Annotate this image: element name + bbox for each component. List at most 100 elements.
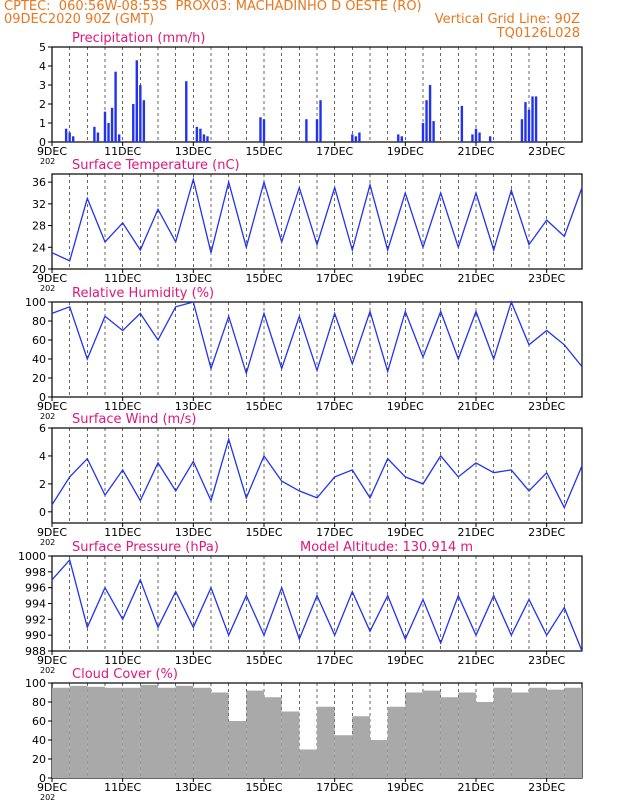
temp-xtick-label: 21DEC — [457, 272, 494, 285]
precip-bar — [114, 71, 117, 142]
temp-series-line — [51, 176, 583, 262]
rh-ytick-label: 40 — [32, 353, 46, 366]
wind-series-line — [51, 436, 583, 510]
precip-bar — [397, 134, 400, 142]
rh-xtick-label: 13DEC — [175, 400, 212, 413]
cloud-bar — [546, 689, 565, 778]
temp-ytick-label: 20 — [32, 263, 46, 276]
wind-ytick-label: 4 — [39, 450, 46, 463]
cloud-xtick-label: 15DEC — [245, 781, 282, 794]
rh-ytick-label: 0 — [39, 391, 46, 404]
cloud-bar — [140, 684, 158, 778]
rh-ytick-label: 60 — [32, 334, 46, 347]
precip-bar — [64, 128, 68, 142]
precip-bar — [93, 126, 96, 142]
cloud-bar — [264, 697, 282, 778]
cloud-bar — [458, 692, 476, 778]
pres-ytick-label: 988 — [25, 645, 46, 658]
rh-xtick-label: 11DEC — [104, 400, 141, 413]
rh-ytick-label: 80 — [32, 315, 46, 328]
precip-bar — [135, 60, 138, 142]
pres-ytick-label: 1000 — [18, 550, 46, 563]
cloud-title: Cloud Cover (%) — [72, 667, 178, 682]
precip-bar — [139, 85, 142, 142]
cloud-bar — [529, 687, 547, 778]
rh-xtick-sub: 202 — [40, 412, 55, 421]
cloud-bar — [122, 687, 141, 778]
pres-xtick-label: 15DEC — [245, 654, 282, 667]
precip-bar — [202, 134, 206, 142]
header-grid-note: Vertical Grid Line: 90Z — [434, 12, 580, 27]
pres-xtick-label: 17DEC — [316, 654, 353, 667]
rh-xtick-label: 23DEC — [528, 400, 565, 413]
cloud-xtick-label: 13DEC — [175, 781, 212, 794]
precip-bar — [96, 132, 100, 142]
pres-series-line — [51, 558, 583, 652]
temp-ytick-label: 32 — [32, 198, 46, 211]
precip-ytick-label: 5 — [39, 41, 46, 54]
wind-xtick-label: 13DEC — [175, 526, 212, 539]
pres-xtick-label: 21DEC — [457, 654, 494, 667]
precip-bar — [259, 117, 262, 142]
temp-xtick-label: 11DEC — [104, 272, 141, 285]
precip-xtick-label: 11DEC — [104, 145, 141, 158]
cloud-bar — [69, 685, 88, 778]
cloud-xtick-label: 9DEC — [37, 781, 67, 794]
cloud-bar — [352, 716, 370, 778]
precip-bar — [425, 100, 428, 142]
precip-xtick-sub: 202 — [40, 157, 55, 166]
precip-bar — [531, 96, 534, 142]
cloud-bar — [246, 690, 264, 778]
cloud-bar — [158, 687, 176, 778]
precip-ytick-label: 0 — [39, 136, 46, 149]
cloud-bar — [87, 686, 105, 778]
wind-xtick-label: 11DEC — [104, 526, 141, 539]
precip-bar — [478, 132, 481, 142]
rh-ytick-label: 20 — [32, 372, 46, 385]
precip-ytick-label: 4 — [39, 60, 46, 73]
cloud-ytick-label: 100 — [25, 677, 46, 690]
rh-xtick-label: 15DEC — [245, 400, 282, 413]
cloud-ytick-label: 20 — [32, 753, 46, 766]
precip-ytick-label: 3 — [39, 79, 46, 92]
cloud-xtick-label: 21DEC — [457, 781, 494, 794]
precip-bar — [354, 136, 358, 142]
temp-xtick-label: 15DEC — [245, 272, 282, 285]
precip-bar — [68, 132, 71, 142]
temp-ytick-label: 24 — [32, 241, 46, 254]
cloud-bar — [175, 685, 194, 778]
precip-xtick-label: 13DEC — [175, 145, 212, 158]
precip-bar — [534, 96, 538, 142]
cloud-bar — [564, 687, 582, 778]
header-line1: CPTEC: 060:56W-08:53S PROX03: MACHADINHO… — [4, 0, 422, 14]
pres-ytick-label: 994 — [25, 598, 46, 611]
precip-bar — [185, 81, 188, 142]
cloud-bar — [193, 687, 211, 778]
rh-xtick-label: 9DEC — [37, 400, 67, 413]
cloud-xtick-label: 23DEC — [528, 781, 565, 794]
precip-bar — [72, 136, 75, 142]
precip-xtick-label: 19DEC — [387, 145, 424, 158]
rh-xtick-label: 21DEC — [457, 400, 494, 413]
wind-title: Surface Wind (m/s) — [72, 412, 196, 427]
precip-bar — [142, 100, 146, 142]
pres-xtick-label: 13DEC — [175, 654, 212, 667]
temp-ytick-label: 36 — [32, 176, 46, 189]
rh-ytick-label: 100 — [25, 296, 46, 309]
cloud-bar — [440, 697, 459, 778]
temp-xtick-label: 23DEC — [528, 272, 565, 285]
precip-bar — [358, 132, 361, 142]
header-date: 09DEC2020 90Z (GMT) — [4, 12, 155, 27]
pres-ytick-label: 998 — [25, 566, 46, 579]
rh-series-line — [51, 300, 583, 376]
cloud-bar — [511, 692, 529, 778]
cloud-bar — [476, 702, 494, 778]
wind-ytick-label: 0 — [39, 506, 46, 519]
precip-bar — [107, 123, 110, 142]
cloud-xtick-sub: 202 — [40, 793, 55, 800]
cloud-bar — [370, 740, 388, 778]
wind-xtick-label: 17DEC — [316, 526, 353, 539]
pres-xtick-sub: 202 — [40, 666, 55, 675]
cloud-ytick-label: 40 — [32, 734, 46, 747]
precip-bar — [110, 107, 114, 142]
